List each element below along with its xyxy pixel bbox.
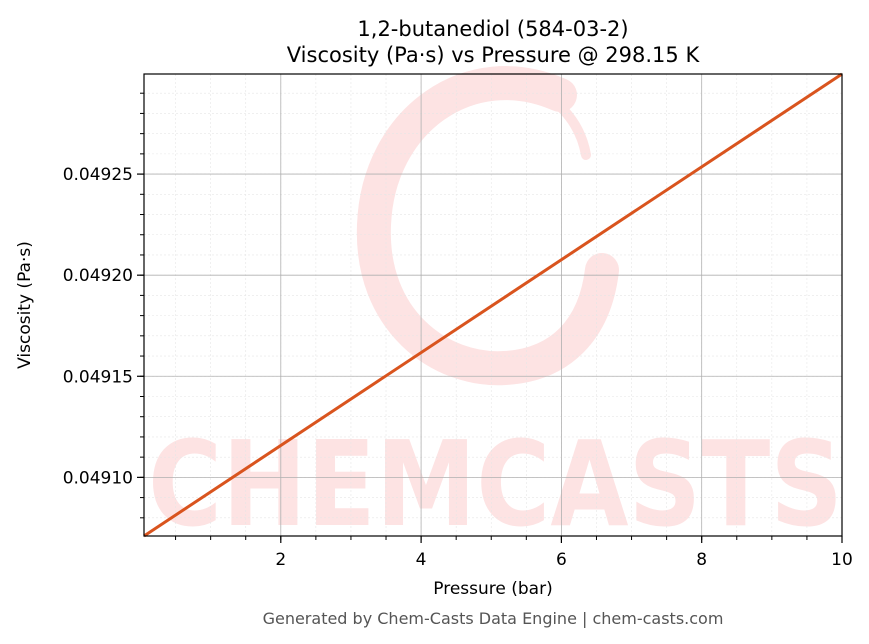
y-tick-label: 0.04920 <box>63 266 133 286</box>
x-axis-label: Pressure (bar) <box>433 579 552 599</box>
y-axis-label: Viscosity (Pa·s) <box>15 241 35 369</box>
x-tick-label: 6 <box>556 550 567 570</box>
x-tick-label: 2 <box>275 550 286 570</box>
footer-credit: Generated by Chem-Casts Data Engine | ch… <box>263 609 724 628</box>
y-tick-label: 0.04925 <box>63 165 133 185</box>
x-tick-label: 10 <box>831 550 853 570</box>
watermark-logo-icon <box>356 66 619 386</box>
x-axis: 2 4 6 8 10 <box>175 536 853 570</box>
y-tick-label: 0.04915 <box>63 367 133 387</box>
x-tick-label: 8 <box>696 550 707 570</box>
chart-title: 1,2-butanediol (584-03-2) <box>357 17 628 41</box>
watermark-text: CHEMCASTS <box>148 415 843 553</box>
watermark-arc <box>515 77 591 160</box>
chart-subtitle: Viscosity (Pa·s) vs Pressure @ 298.15 K <box>287 43 701 67</box>
watermark: CHEMCASTS <box>148 66 843 553</box>
x-tick-label: 4 <box>416 550 427 570</box>
watermark-arc <box>356 66 619 386</box>
plot-frame <box>143 73 843 537</box>
series-layer <box>143 72 843 538</box>
y-axis: 0.04910 0.04915 0.04920 0.04925 <box>63 92 144 519</box>
series-line <box>143 72 843 538</box>
y-tick-label: 0.04910 <box>63 468 133 488</box>
